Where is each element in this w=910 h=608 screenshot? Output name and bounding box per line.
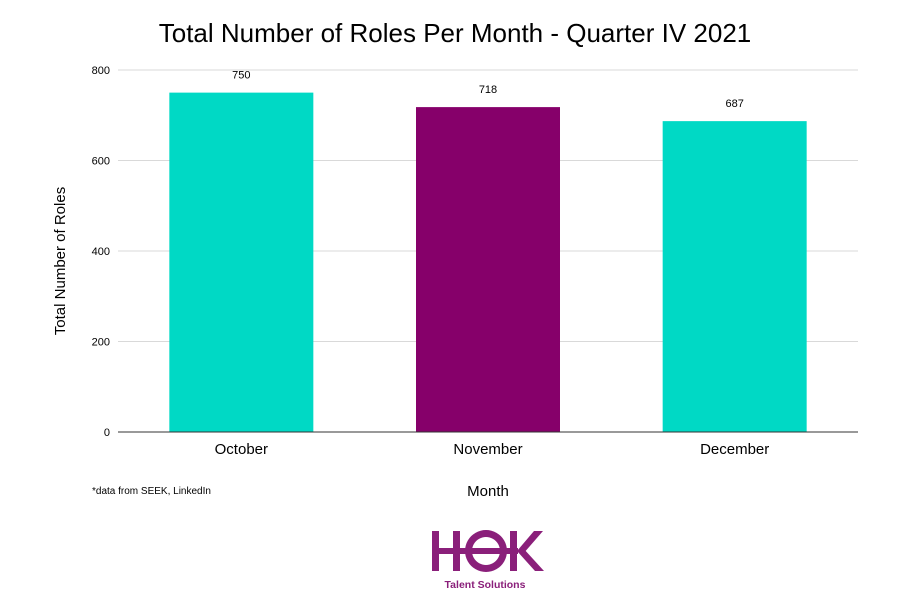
bar xyxy=(169,92,314,432)
bar xyxy=(416,107,560,432)
logo-tagline: Talent Solutions xyxy=(444,579,526,591)
bar-value-label: 750 xyxy=(232,70,250,82)
hok-logo: Talent Solutions xyxy=(420,524,550,596)
data-source-footnote: *data from SEEK, LinkedIn xyxy=(92,486,211,497)
x-tick-label: October xyxy=(215,441,268,458)
bar-value-label: 718 xyxy=(479,84,497,96)
x-tick-label: November xyxy=(453,441,522,458)
y-tick-label: 800 xyxy=(92,65,110,77)
y-tick-label: 200 xyxy=(92,337,110,349)
bar-value-label: 687 xyxy=(725,98,743,110)
chart-title: Total Number of Roles Per Month - Quarte… xyxy=(159,18,752,48)
x-tick-label: December xyxy=(700,441,769,458)
y-tick-label: 0 xyxy=(104,427,110,439)
x-axis-title: Month xyxy=(467,483,509,500)
hok-wordmark-icon xyxy=(432,530,544,572)
y-tick-label: 600 xyxy=(92,156,110,168)
bar xyxy=(662,121,807,432)
y-tick-label: 400 xyxy=(92,246,110,258)
y-axis-title: Total Number of Roles xyxy=(52,187,69,335)
